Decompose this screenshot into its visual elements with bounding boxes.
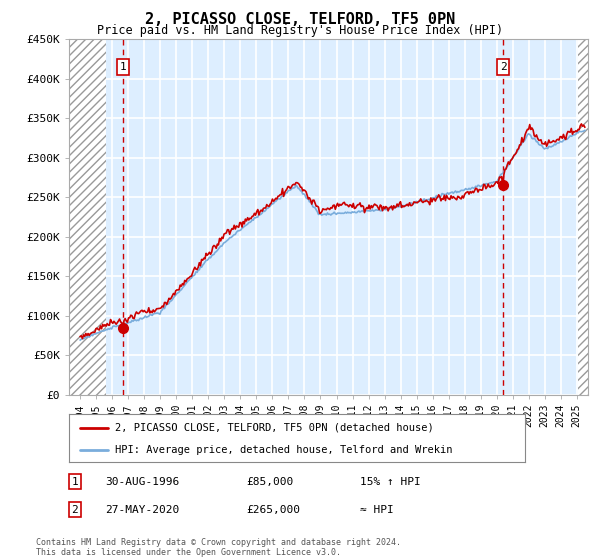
Text: ≈ HPI: ≈ HPI bbox=[360, 505, 394, 515]
Text: 2: 2 bbox=[500, 62, 506, 72]
Text: 2, PICASSO CLOSE, TELFORD, TF5 0PN: 2, PICASSO CLOSE, TELFORD, TF5 0PN bbox=[145, 12, 455, 27]
Text: Price paid vs. HM Land Registry's House Price Index (HPI): Price paid vs. HM Land Registry's House … bbox=[97, 24, 503, 36]
Text: 1: 1 bbox=[71, 477, 79, 487]
Text: HPI: Average price, detached house, Telford and Wrekin: HPI: Average price, detached house, Telf… bbox=[115, 445, 452, 455]
Text: 1: 1 bbox=[119, 62, 126, 72]
Text: 2: 2 bbox=[71, 505, 79, 515]
Text: £85,000: £85,000 bbox=[246, 477, 293, 487]
Text: 30-AUG-1996: 30-AUG-1996 bbox=[105, 477, 179, 487]
Text: 27-MAY-2020: 27-MAY-2020 bbox=[105, 505, 179, 515]
Text: £265,000: £265,000 bbox=[246, 505, 300, 515]
Bar bbox=[578, 39, 588, 395]
Text: 15% ↑ HPI: 15% ↑ HPI bbox=[360, 477, 421, 487]
Bar bbox=[69, 39, 106, 395]
Text: 2, PICASSO CLOSE, TELFORD, TF5 0PN (detached house): 2, PICASSO CLOSE, TELFORD, TF5 0PN (deta… bbox=[115, 423, 433, 433]
Text: Contains HM Land Registry data © Crown copyright and database right 2024.
This d: Contains HM Land Registry data © Crown c… bbox=[36, 538, 401, 557]
